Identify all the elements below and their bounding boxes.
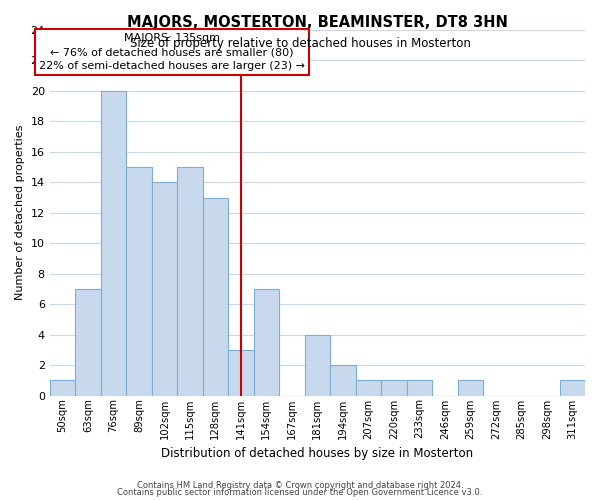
Bar bbox=[228, 350, 254, 396]
Bar bbox=[407, 380, 432, 396]
Bar bbox=[560, 380, 585, 396]
Bar bbox=[356, 380, 381, 396]
Text: MAJORS: 135sqm
← 76% of detached houses are smaller (80)
22% of semi-detached ho: MAJORS: 135sqm ← 76% of detached houses … bbox=[39, 33, 305, 71]
Bar bbox=[203, 198, 228, 396]
Text: Contains HM Land Registry data © Crown copyright and database right 2024.: Contains HM Land Registry data © Crown c… bbox=[137, 480, 463, 490]
Bar bbox=[305, 334, 330, 396]
Bar bbox=[458, 380, 483, 396]
Bar bbox=[50, 380, 75, 396]
X-axis label: Distribution of detached houses by size in Mosterton: Distribution of detached houses by size … bbox=[161, 447, 473, 460]
Text: Size of property relative to detached houses in Mosterton: Size of property relative to detached ho… bbox=[130, 38, 470, 51]
Text: Contains public sector information licensed under the Open Government Licence v3: Contains public sector information licen… bbox=[118, 488, 482, 497]
Bar bbox=[381, 380, 407, 396]
Bar bbox=[330, 365, 356, 396]
Bar bbox=[177, 167, 203, 396]
Bar bbox=[152, 182, 177, 396]
Bar bbox=[126, 167, 152, 396]
Bar bbox=[254, 289, 279, 396]
Bar bbox=[101, 91, 126, 396]
Bar bbox=[75, 289, 101, 396]
Y-axis label: Number of detached properties: Number of detached properties bbox=[15, 125, 25, 300]
Title: MAJORS, MOSTERTON, BEAMINSTER, DT8 3HN: MAJORS, MOSTERTON, BEAMINSTER, DT8 3HN bbox=[127, 15, 508, 30]
